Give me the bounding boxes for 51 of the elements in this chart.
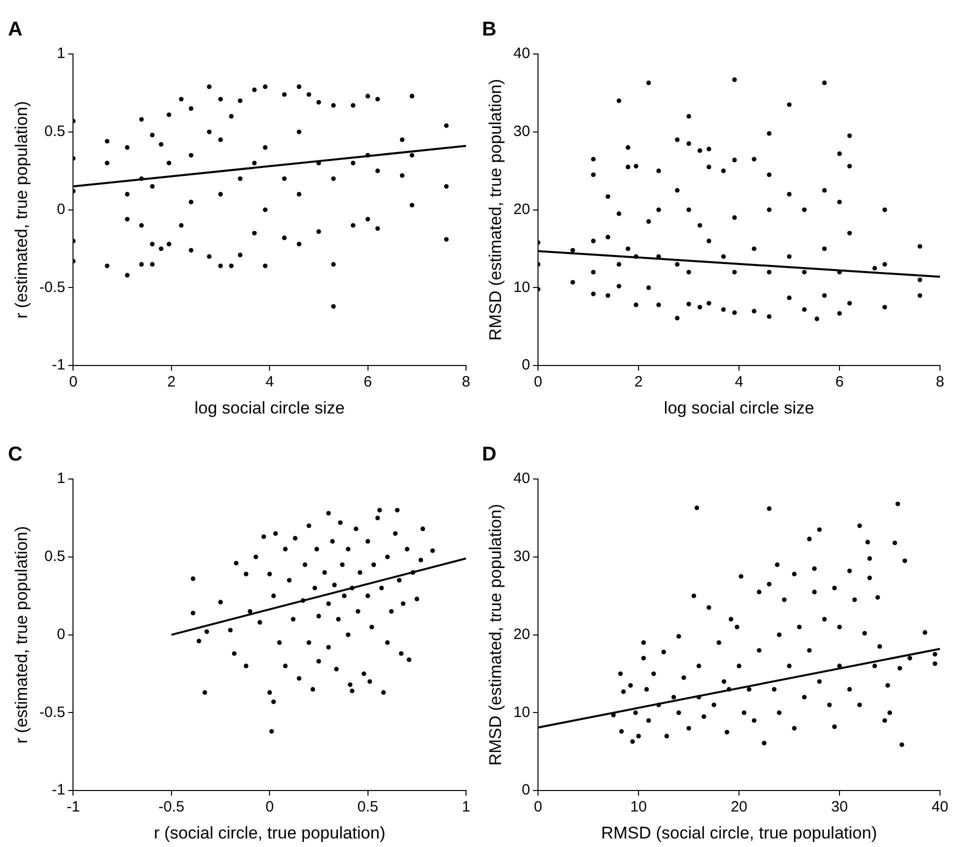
x-tick-label: 8 [936, 374, 944, 391]
x-tick-label: 20 [730, 798, 748, 816]
x-tick-label: 0 [534, 374, 542, 391]
y-tick-label: 30 [513, 548, 530, 566]
y-tick-label: 10 [513, 704, 530, 721]
x-axis-title: RMSD (social circle, true population) [601, 823, 877, 842]
x-tick-label: 0 [265, 798, 274, 816]
x-tick-label: 2 [634, 374, 643, 391]
y-axis-title: RMSD (estimated, true population) [486, 78, 505, 341]
y-axis-title: r (estimated, true population) [12, 101, 31, 318]
y-tick-label: -1 [52, 782, 66, 799]
y-tick-label: 0 [56, 626, 66, 643]
x-tick-label: 40 [932, 798, 948, 816]
y-tick-label: 40 [513, 470, 530, 488]
x-axis-title: log social circle size [194, 398, 345, 418]
y-tick-label: -0.5 [39, 704, 66, 721]
chart-title: C [8, 444, 22, 466]
y-tick-label: 40 [513, 45, 530, 62]
x-tick-label: 0 [69, 374, 78, 391]
x-axis-title: r (social circle, true population) [154, 823, 386, 842]
y-tick-label: 1 [56, 45, 66, 62]
y-axis-title: r (estimated, true population) [12, 526, 31, 744]
y-tick-label: 0 [56, 200, 66, 218]
chart-title: B [482, 18, 496, 41]
x-tick-label: 8 [462, 374, 470, 391]
x-axis-title: log social circle size [664, 398, 814, 418]
x-tick-label: 0 [534, 798, 542, 816]
x-tick-label: 30 [831, 798, 848, 816]
x-tick-label: 6 [364, 374, 372, 391]
y-tick-label: -0.5 [39, 278, 66, 296]
x-tick-label: 10 [630, 798, 647, 816]
x-tick-label: 0.5 [357, 798, 378, 816]
x-tick-label: 4 [734, 374, 744, 391]
x-tick-label: 4 [265, 374, 274, 391]
y-tick-label: 0 [522, 782, 530, 799]
x-tick-label: 2 [167, 374, 176, 391]
y-tick-label: 0.5 [44, 123, 66, 140]
y-tick-label: 0 [522, 356, 530, 374]
y-axis-title: RMSD (estimated, true population) [486, 504, 505, 766]
y-tick-label: 30 [513, 123, 530, 140]
chart-title: D [482, 444, 496, 466]
y-tick-label: 20 [513, 626, 530, 643]
y-tick-label: -1 [52, 356, 66, 374]
x-tick-label: 1 [462, 798, 470, 816]
y-tick-label: 10 [513, 278, 530, 296]
y-tick-label: 0.5 [44, 548, 66, 566]
x-tick-label: -0.5 [158, 798, 184, 816]
y-tick-label: 1 [56, 470, 66, 488]
y-tick-label: 20 [513, 200, 530, 218]
chart-title: A [8, 18, 22, 41]
x-tick-label: 6 [835, 374, 844, 391]
